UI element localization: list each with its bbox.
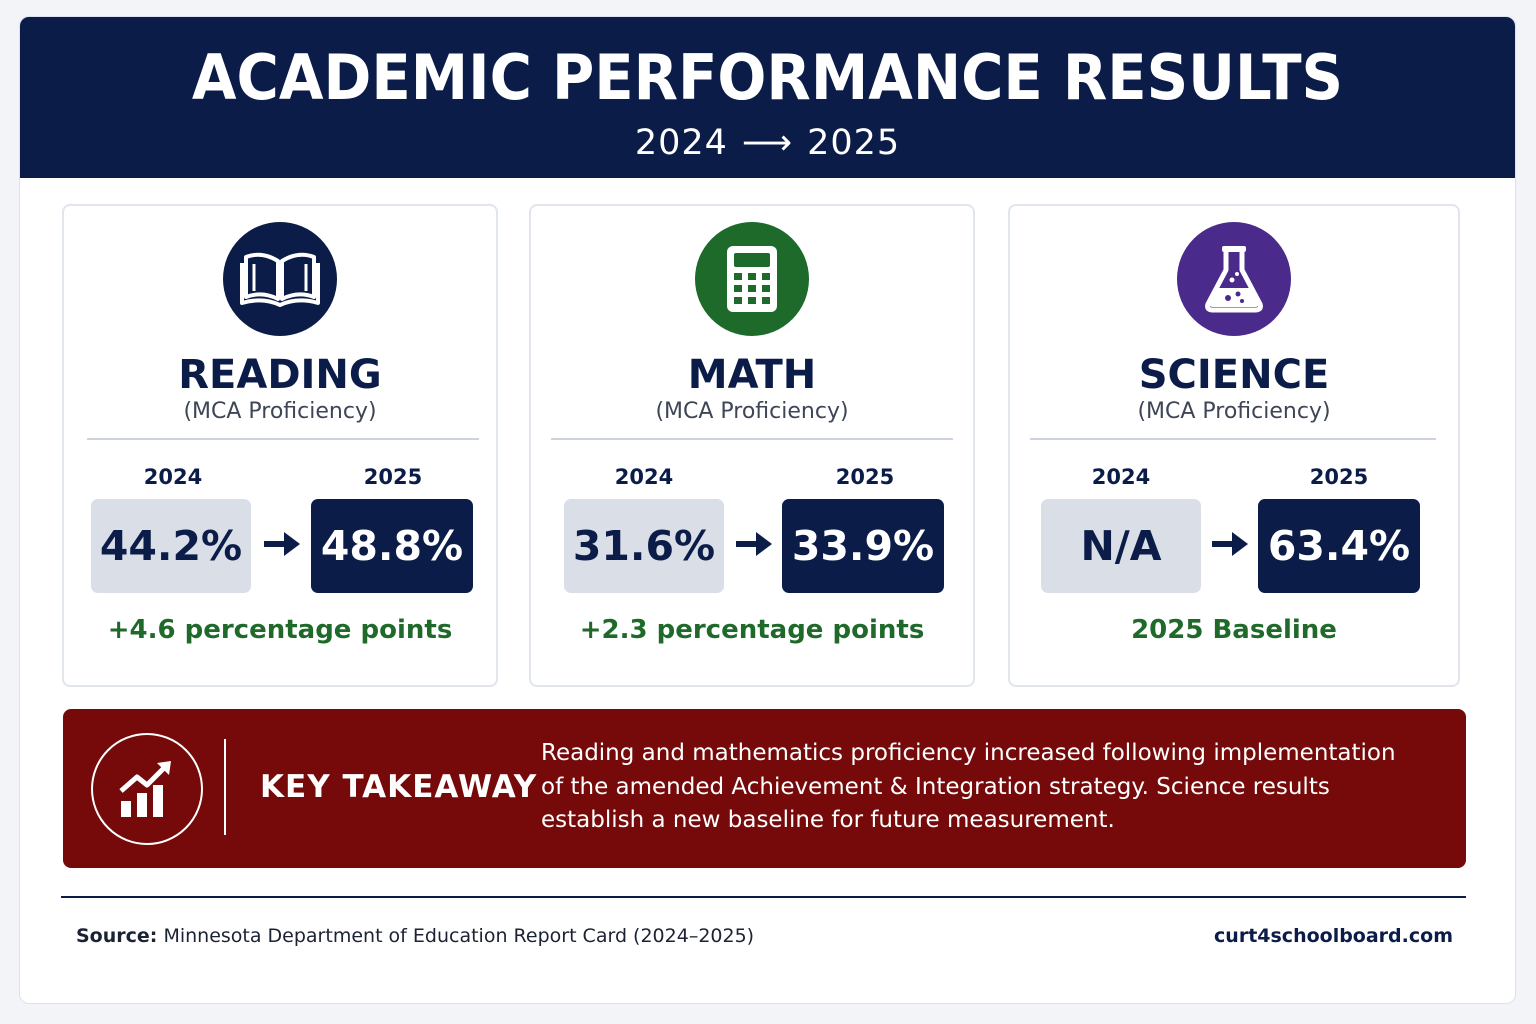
card-reading: READING (MCA Proficiency) 2024 2025 44.2… [62,204,498,687]
takeaway-divider [224,739,226,835]
year-label-to: 2025 [835,465,895,489]
right-arrow-icon: ⟶ [741,123,794,163]
source-citation: Source: Minnesota Department of Educatio… [76,923,754,949]
divider [87,438,479,440]
year-label-from: 2024 [143,465,203,489]
calculator-icon [695,222,809,336]
change-label: +4.6 percentage points [107,615,453,645]
year-from: 2024 [634,123,728,163]
open-book-icon [223,222,337,336]
footer-divider [61,896,1466,898]
card-math: MATH (MCA Proficiency) 2024 2025 31.6% 3… [529,204,975,687]
arrow-right-icon [1208,519,1252,569]
subject-subtitle: (MCA Proficiency) [655,399,849,424]
year-label-from: 2024 [1091,465,1151,489]
header-banner: ACADEMIC PERFORMANCE RESULTS 2024 ⟶ 2025 [20,17,1515,178]
value-to-box: 63.4% [1258,499,1420,593]
arrow-right-icon [260,519,304,569]
subject-title: SCIENCE [1138,352,1330,398]
infographic-frame: ACADEMIC PERFORMANCE RESULTS 2024 ⟶ 2025 R… [19,16,1516,1004]
growth-chart-icon [91,733,203,845]
value-from-box: 44.2% [91,499,251,593]
takeaway-text: Reading and mathematics proficiency incr… [541,740,1396,833]
year-label-to: 2025 [363,465,423,489]
year-to: 2025 [807,123,901,163]
takeaway-label: KEY TAKEAWAY [260,769,538,805]
subject-subtitle: (MCA Proficiency) [183,399,377,424]
arrow-right-icon [732,519,776,569]
divider [1030,438,1436,440]
change-label: 2025 Baseline [1131,615,1337,645]
source-label: Source: [76,925,158,947]
card-science: SCIENCE (MCA Proficiency) 2024 2025 N/A … [1008,204,1460,687]
divider [551,438,953,440]
year-range: 2024 ⟶ 2025 [20,121,1515,165]
website-link[interactable]: curt4schoolboard.com [1214,925,1453,947]
year-label-from: 2024 [614,465,674,489]
value-to-box: 33.9% [782,499,944,593]
value-from-box: 31.6% [564,499,724,593]
value-from-box: N/A [1041,499,1201,593]
source-text: Minnesota Department of Education Report… [163,925,755,947]
change-label: +2.3 percentage points [579,615,925,645]
year-label-to: 2025 [1309,465,1369,489]
subject-title: READING [178,352,382,398]
page-title: ACADEMIC PERFORMANCE RESULTS [191,41,1344,114]
subject-title: MATH [687,352,817,398]
key-takeaway-banner: KEY TAKEAWAY Reading and mathematics pro… [63,709,1466,868]
flask-icon [1177,222,1291,336]
value-to-box: 48.8% [311,499,473,593]
subject-subtitle: (MCA Proficiency) [1137,399,1331,424]
